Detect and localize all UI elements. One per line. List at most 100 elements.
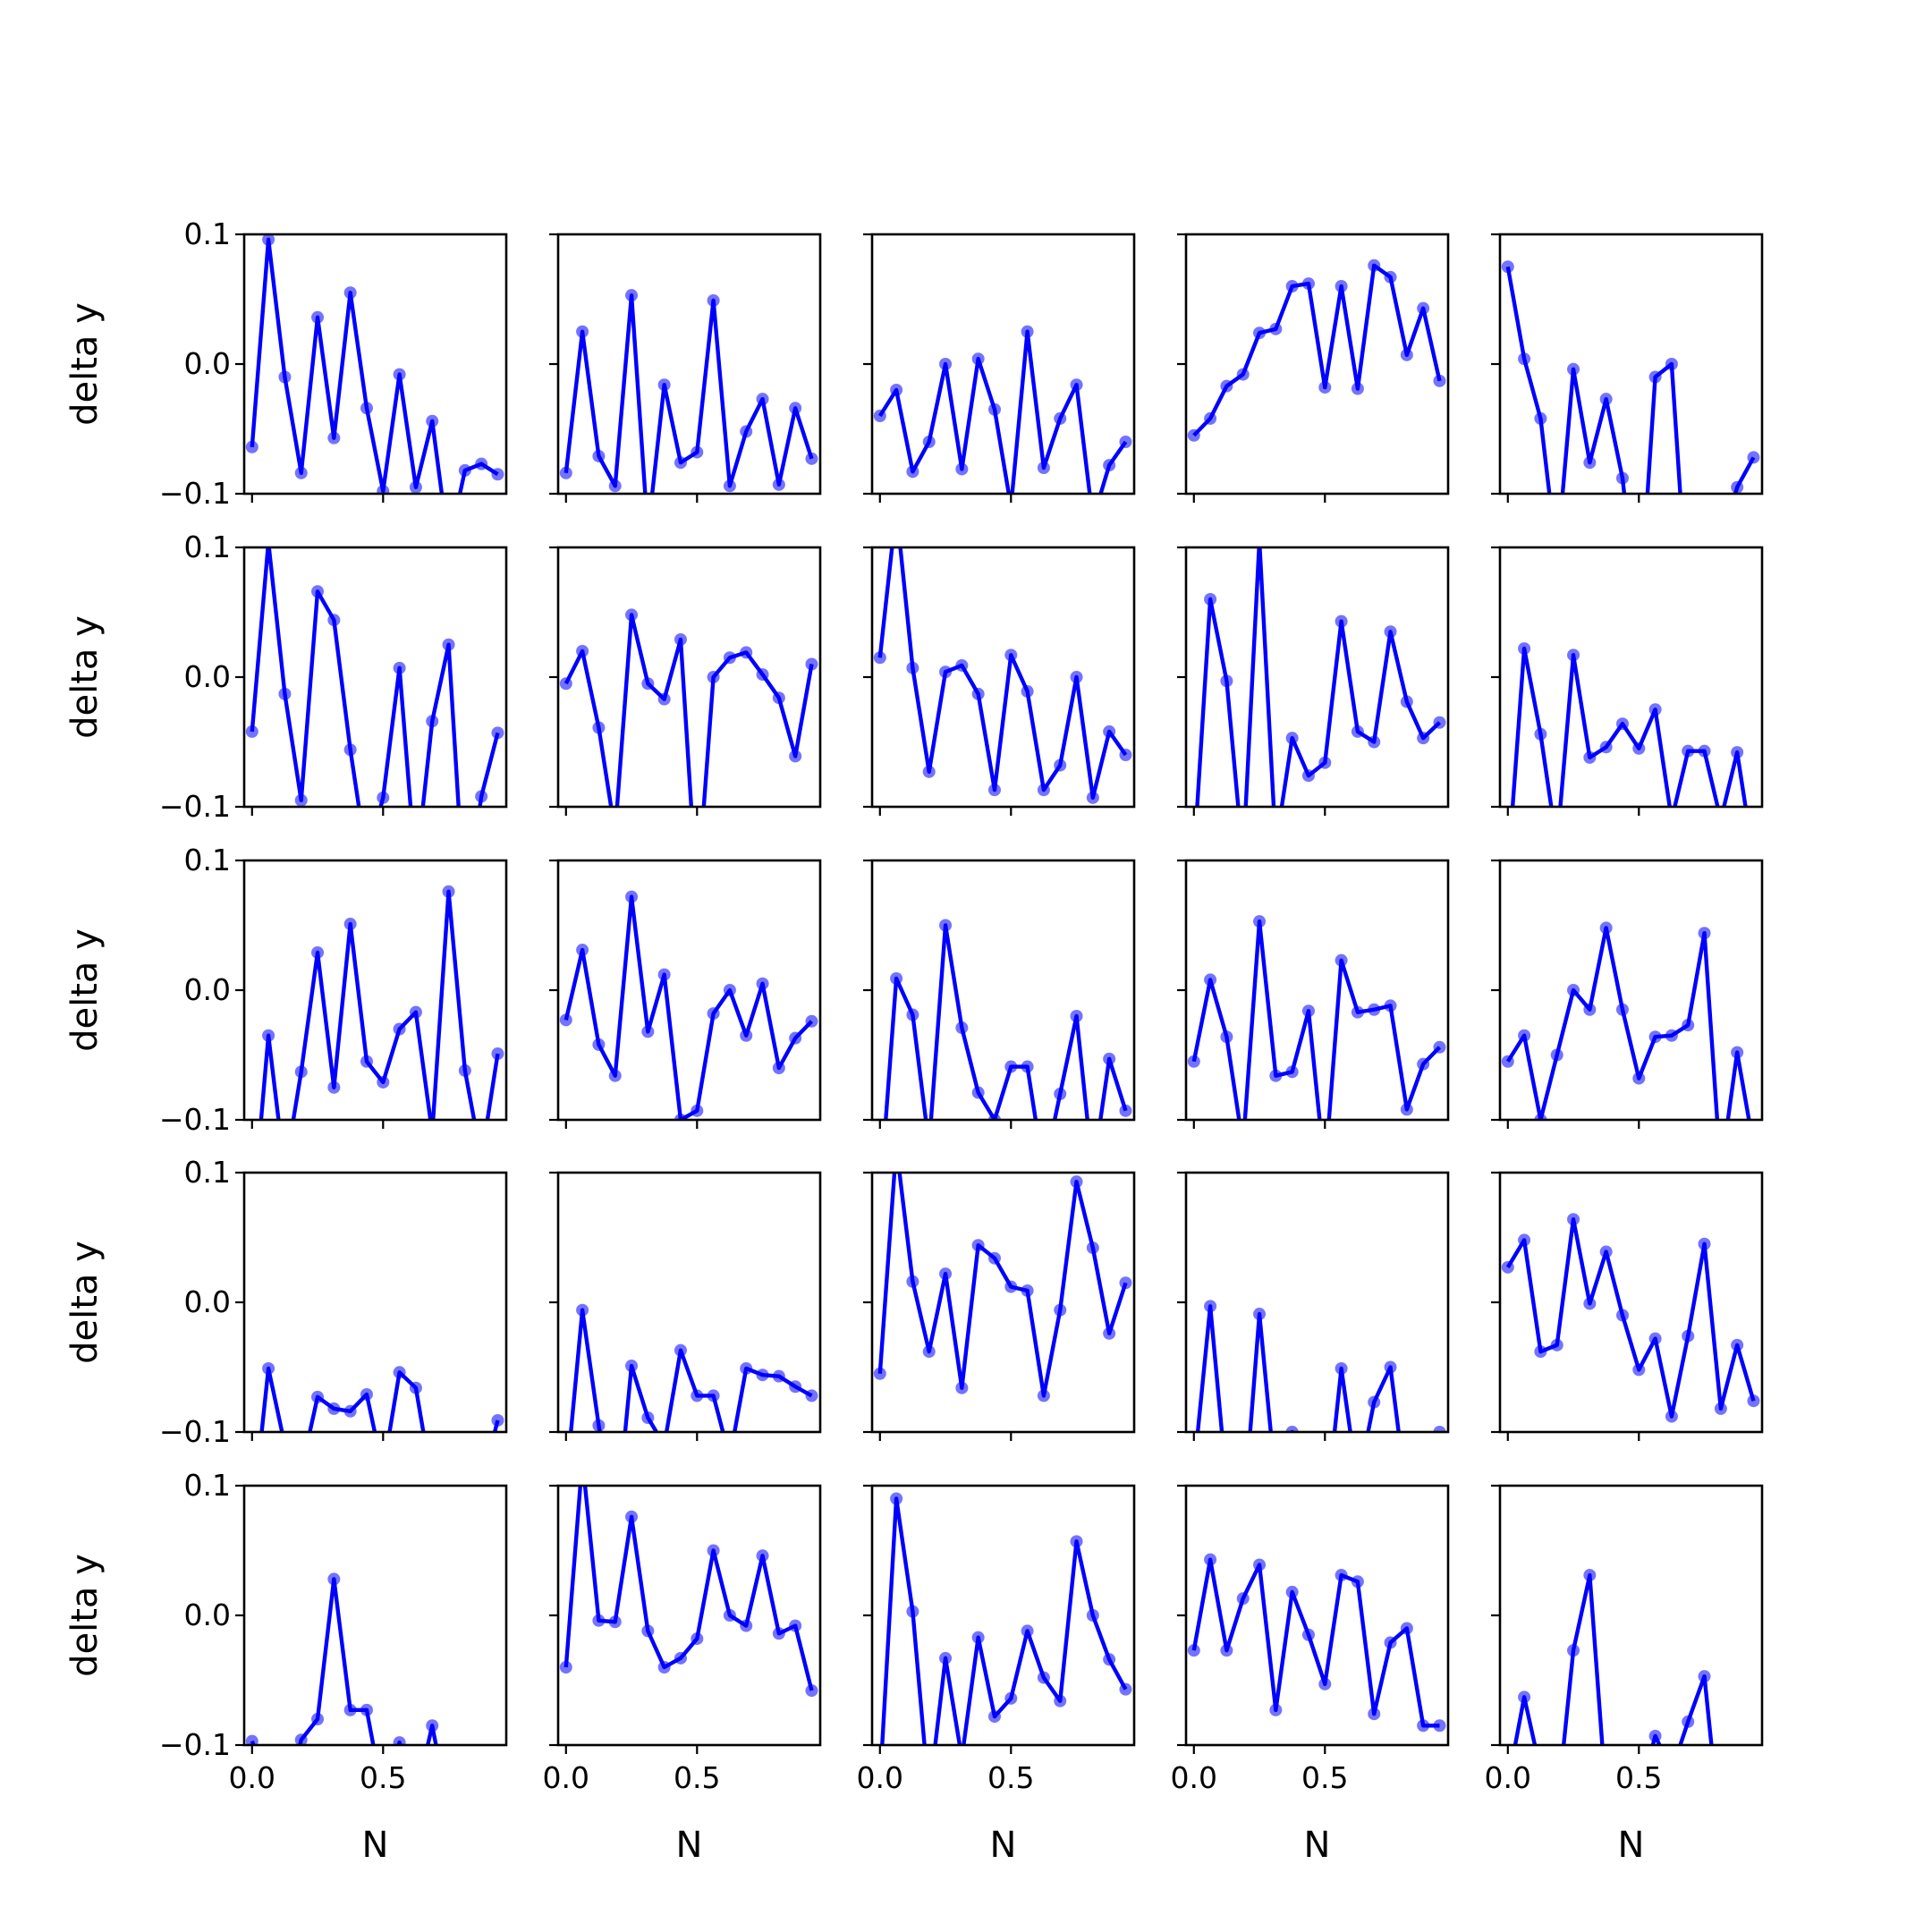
data-point — [1368, 1395, 1381, 1409]
data-point — [890, 384, 903, 396]
y-tick-label: −0.1 — [159, 789, 231, 824]
data-point — [987, 1251, 1001, 1265]
data-point — [360, 402, 373, 415]
x-axis-label: N — [676, 1825, 703, 1866]
data-point — [1269, 1703, 1283, 1716]
data-point — [311, 945, 325, 959]
series-line — [250, 547, 500, 807]
data-point — [576, 645, 589, 657]
x-tick-label: 0.0 — [229, 1760, 275, 1795]
data-point — [955, 462, 969, 476]
data-point — [1433, 1040, 1446, 1054]
data-point — [1301, 1004, 1315, 1018]
data-point — [1433, 374, 1446, 387]
data-point — [377, 1075, 390, 1089]
data-point — [409, 480, 422, 494]
data-point — [1070, 378, 1083, 392]
data-point — [1400, 348, 1413, 361]
data-point — [1119, 1104, 1132, 1117]
y-tick-label: −0.1 — [159, 476, 231, 511]
data-point — [1417, 301, 1430, 315]
data-point — [971, 352, 985, 366]
subplot-r5-c2: 0.0 0.5 N — [543, 1484, 822, 1866]
data-point — [592, 1419, 606, 1432]
data-point — [1285, 1426, 1299, 1432]
data-point — [1301, 769, 1315, 783]
data-point — [426, 715, 439, 728]
data-point — [1731, 1046, 1744, 1059]
y-tick-label: −0.1 — [159, 1414, 231, 1449]
data-point — [426, 1719, 439, 1733]
data-point — [294, 793, 308, 807]
data-point — [1665, 358, 1678, 370]
data-point — [1698, 744, 1711, 758]
data-point — [327, 1402, 341, 1415]
data-point — [1335, 1569, 1348, 1582]
series-line — [258, 889, 500, 1120]
data-point — [789, 1031, 802, 1045]
data-point — [922, 1345, 936, 1359]
data-point — [1351, 382, 1364, 395]
series-line — [884, 923, 1128, 1120]
data-point — [740, 1029, 753, 1042]
data-point — [987, 1114, 1001, 1120]
subplot-r4-c5 — [1491, 1171, 1764, 1441]
data-point — [1187, 1055, 1200, 1068]
data-point — [1665, 1029, 1678, 1042]
data-point — [442, 638, 455, 651]
data-point — [772, 1062, 785, 1074]
data-point — [1534, 727, 1547, 741]
data-point — [1682, 1715, 1695, 1728]
data-point — [1004, 648, 1018, 662]
data-point — [922, 765, 936, 778]
data-point — [1714, 1402, 1727, 1415]
data-point — [426, 414, 439, 428]
data-point — [1220, 379, 1233, 393]
data-point — [789, 1380, 802, 1394]
data-point — [1285, 1585, 1299, 1598]
data-point — [625, 289, 639, 302]
data-point — [1269, 1069, 1283, 1082]
data-point — [343, 743, 357, 757]
data-point — [442, 885, 455, 898]
data-point — [360, 1387, 373, 1401]
data-point — [1682, 744, 1695, 758]
data-point — [756, 393, 769, 406]
data-point — [1550, 1048, 1563, 1062]
data-point — [1632, 1072, 1646, 1085]
series-line — [1191, 919, 1442, 1120]
data-point — [805, 1684, 818, 1698]
data-point — [559, 1013, 572, 1027]
data-point — [1054, 1303, 1067, 1317]
data-point — [1501, 1055, 1514, 1068]
series-line — [564, 1486, 814, 1691]
data-point — [1119, 436, 1132, 448]
data-point — [327, 614, 341, 627]
y-axis-label: delta y — [64, 1241, 106, 1364]
data-point — [1384, 1636, 1397, 1649]
x-axis-label: N — [990, 1825, 1017, 1866]
data-point — [674, 456, 687, 470]
data-point — [939, 919, 953, 932]
data-point — [1054, 758, 1067, 772]
subplot-r2-c3 — [863, 546, 1136, 816]
subplot-r4-c2 — [549, 1171, 822, 1441]
data-point — [1731, 746, 1744, 759]
x-tick-label: 0.5 — [987, 1760, 1034, 1795]
data-point — [674, 1343, 687, 1357]
series-line — [1505, 1216, 1756, 1419]
data-point — [939, 358, 953, 370]
y-axis-label: delta y — [64, 1554, 106, 1677]
data-point — [625, 608, 639, 622]
data-point — [657, 968, 671, 981]
y-tick-label: 0.1 — [184, 1468, 231, 1503]
data-point — [592, 721, 606, 734]
data-point — [393, 1366, 406, 1379]
data-point — [723, 651, 736, 665]
data-point — [1070, 1175, 1083, 1189]
data-point — [1417, 1719, 1430, 1733]
data-point — [657, 378, 671, 392]
data-point — [873, 410, 886, 422]
data-point — [1368, 258, 1381, 272]
series-line — [564, 894, 814, 1120]
